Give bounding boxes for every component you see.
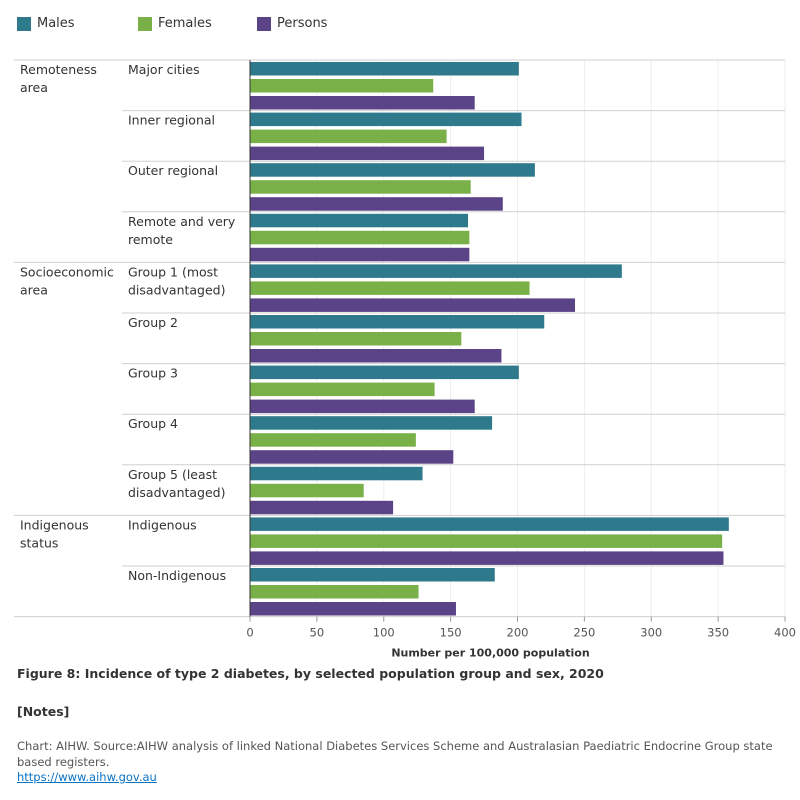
bar-persons[interactable]: 168 xyxy=(250,399,475,414)
category-label: disadvantaged) xyxy=(128,282,226,297)
bar-persons[interactable]: 164 xyxy=(250,247,470,262)
x-tick-label: 400 xyxy=(774,626,796,640)
bar-females[interactable]: 165 xyxy=(250,180,471,194)
x-tick-label: 350 xyxy=(707,626,729,640)
bar-persons[interactable]: 107 xyxy=(250,500,394,515)
legend-swatch-males xyxy=(17,16,31,31)
category-label: Group 2 xyxy=(128,315,178,330)
bar-males[interactable]: 129 xyxy=(250,466,423,481)
legend-label-persons: Persons xyxy=(277,16,328,31)
category-label: Indigenous xyxy=(128,517,197,532)
category-label: Major cities xyxy=(128,62,200,77)
bar-persons[interactable]: 189 xyxy=(250,197,503,211)
category-label: Non-Indigenous xyxy=(128,568,226,583)
bar-females[interactable]: 158 xyxy=(250,332,462,346)
bar-males[interactable]: 213 xyxy=(250,163,535,177)
bar-persons[interactable]: 243 xyxy=(250,298,576,312)
x-tick-label: 0 xyxy=(246,626,253,640)
bar-males[interactable]: 278 xyxy=(250,264,622,278)
category-label: Group 3 xyxy=(128,366,178,381)
bar-males[interactable]: 201 xyxy=(250,62,519,76)
category-label: Remote and very xyxy=(128,214,236,229)
category-label: Group 5 (least xyxy=(128,467,217,482)
category-label: Group 1 (most xyxy=(128,264,218,279)
bar-females[interactable]: 137 xyxy=(250,79,434,93)
x-tick-label: 150 xyxy=(440,626,462,640)
category-label: Outer regional xyxy=(128,163,218,178)
bar-males[interactable]: 203 xyxy=(250,112,522,127)
x-tick-label: 250 xyxy=(573,626,595,640)
bar-persons[interactable]: 175 xyxy=(250,146,485,161)
bar-persons[interactable]: 168 xyxy=(250,96,475,110)
bar-males[interactable]: 163 xyxy=(250,213,469,228)
bar-males[interactable]: 358 xyxy=(250,517,729,531)
x-tick-label: 200 xyxy=(507,626,529,640)
aihw-link[interactable]: https://www.aihw.gov.au xyxy=(17,770,157,784)
bar-chart: Remoteness area Major cities 201 137 168 Inner… xyxy=(14,59,796,660)
x-tick-label: 100 xyxy=(373,626,395,640)
bar-females[interactable]: 124 xyxy=(250,433,416,447)
x-axis-title: Number per 100,000 population xyxy=(391,647,589,660)
legend-item-persons[interactable]: Persons xyxy=(257,16,327,31)
bar-persons[interactable]: 354 xyxy=(250,551,724,565)
group-label: Indigenous xyxy=(20,517,89,532)
bar-females[interactable]: 147 xyxy=(250,129,447,144)
bar-males[interactable]: 220 xyxy=(250,315,545,329)
bar-persons[interactable]: 152 xyxy=(250,450,454,464)
group-label: area xyxy=(20,282,48,297)
bar-males[interactable]: 183 xyxy=(250,568,495,582)
legend-item-females[interactable]: Females xyxy=(138,16,212,31)
bar-females[interactable]: 209 xyxy=(250,281,530,295)
x-tick-label: 300 xyxy=(640,626,662,640)
bar-males[interactable]: 201 xyxy=(250,365,519,380)
bar-females[interactable]: 353 xyxy=(250,534,723,548)
legend-item-males[interactable]: Males xyxy=(17,16,75,31)
category-label: Inner regional xyxy=(128,113,215,128)
x-tick-label: 50 xyxy=(310,626,325,640)
bar-females[interactable]: 85 xyxy=(250,483,364,498)
group-label: status xyxy=(20,535,58,550)
legend-label-males: Males xyxy=(37,16,75,31)
group-label: Remoteness xyxy=(20,62,97,77)
group-label: Socioeconomic xyxy=(20,264,114,279)
source-text: Chart: AIHW. Source:AIHW analysis of lin… xyxy=(17,739,773,769)
category-label: remote xyxy=(128,232,173,247)
notes-link[interactable]: [Notes] xyxy=(17,704,70,719)
bar-persons[interactable]: 154 xyxy=(250,602,456,616)
legend-swatch-persons xyxy=(257,16,271,31)
bar-persons[interactable]: 188 xyxy=(250,349,502,363)
bar-females[interactable]: 138 xyxy=(250,382,435,397)
category-label: Group 4 xyxy=(128,416,178,431)
bar-females[interactable]: 126 xyxy=(250,585,419,599)
bar-females[interactable]: 164 xyxy=(250,230,470,245)
bar-males[interactable]: 181 xyxy=(250,416,493,430)
figure-title: Figure 8: Incidence of type 2 diabetes, … xyxy=(17,666,604,681)
category-label: disadvantaged) xyxy=(128,485,226,500)
legend-label-females: Females xyxy=(158,16,212,31)
group-label: area xyxy=(20,80,48,95)
legend-swatch-females xyxy=(138,16,152,31)
